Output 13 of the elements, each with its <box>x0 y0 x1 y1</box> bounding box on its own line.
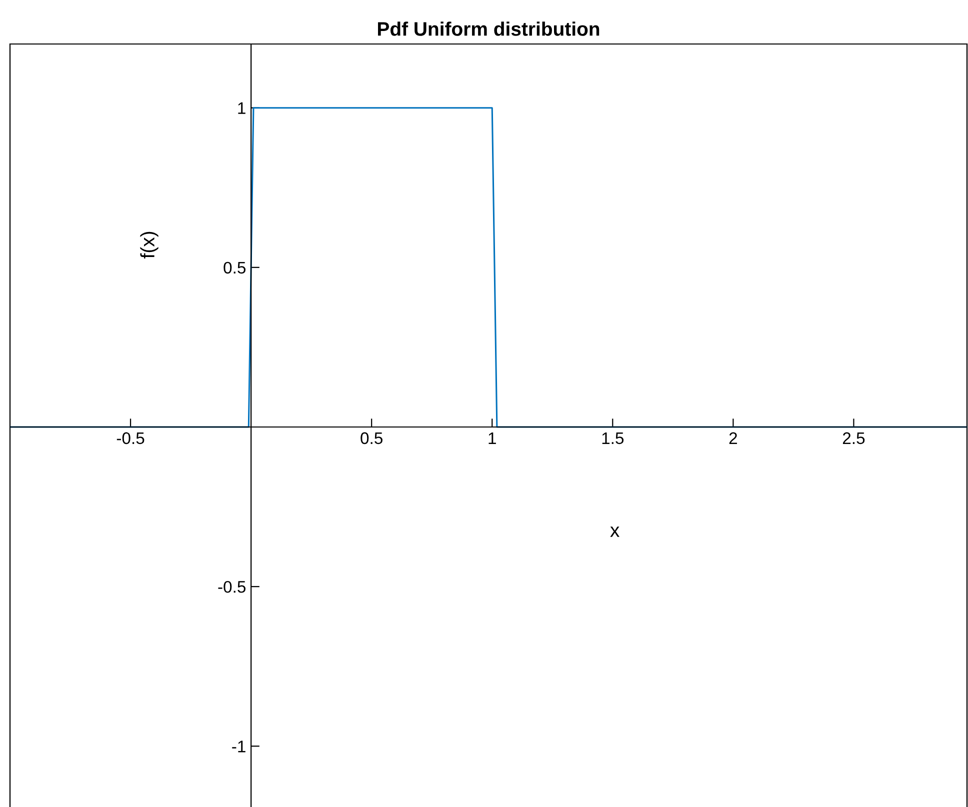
x-tick-label: 2 <box>729 432 737 444</box>
y-tick-label: -1 <box>232 740 246 752</box>
x-tick-label: 0.5 <box>360 432 382 444</box>
chart-title: Pdf Uniform distribution <box>378 22 600 36</box>
x-tick-label: 1.5 <box>602 432 624 444</box>
x-tick-label: 2.5 <box>842 432 865 444</box>
y-tick-label: -0.5 <box>218 580 246 593</box>
x-tick-label: 1 <box>488 432 496 444</box>
x-tick-label: -0.5 <box>116 432 144 444</box>
y-axis-title: f(x) <box>140 232 158 258</box>
y-tick-label: 0.5 <box>224 262 246 274</box>
x-axis-title: x <box>610 526 620 537</box>
y-tick-label: 1 <box>238 102 246 114</box>
